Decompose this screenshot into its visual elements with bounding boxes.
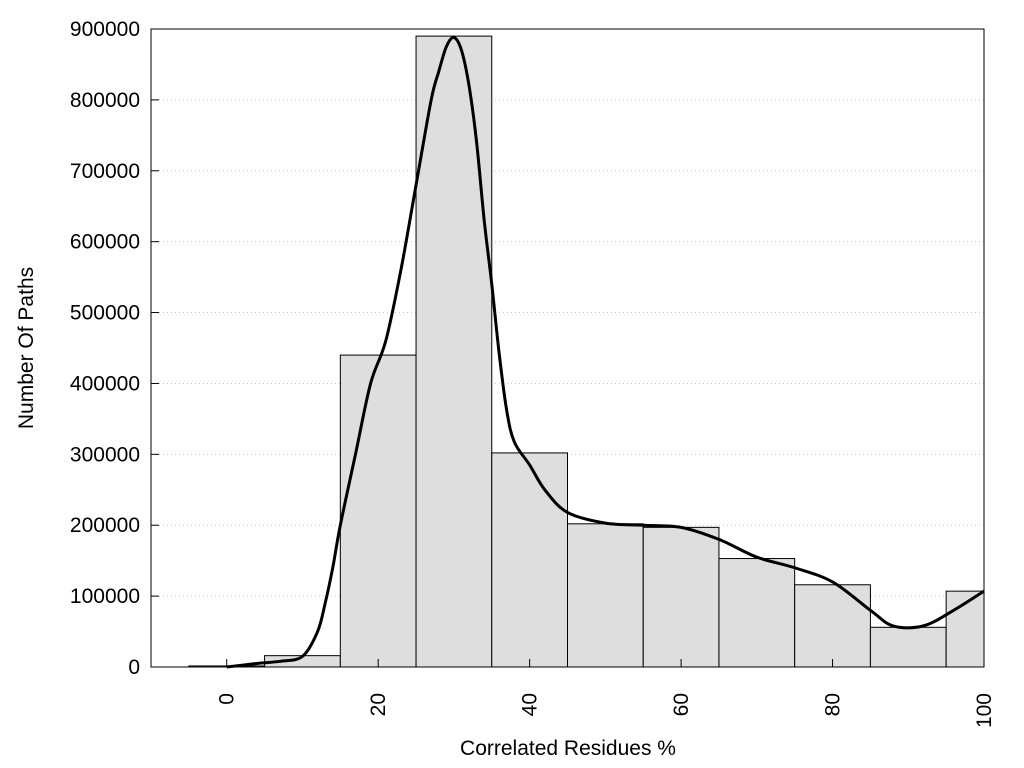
y-tick-label: 200000 (70, 514, 140, 537)
bar (567, 523, 644, 668)
y-tick-label: 300000 (70, 443, 140, 466)
x-tick-label: 40 (519, 693, 542, 716)
x-tick-label: 20 (367, 693, 390, 716)
bar (415, 35, 493, 668)
x-tick-label: 80 (822, 693, 845, 716)
bar (491, 452, 569, 668)
y-tick-label: 700000 (70, 160, 140, 183)
plot-frame (150, 28, 985, 668)
y-tick-label: 500000 (70, 302, 140, 325)
x-axis: 0 20 40 60 80 100 (216, 659, 996, 728)
density-curve (226, 36, 985, 669)
y-tick-label: 900000 (70, 18, 140, 41)
x-axis-title: Correlated Residues % (460, 737, 676, 760)
bar (339, 354, 417, 668)
bar (794, 584, 871, 668)
density-line (226, 36, 985, 669)
y-tick-label: 100000 (70, 585, 140, 608)
histogram-bars (188, 35, 985, 668)
bar (869, 626, 947, 668)
y-axis-title: Number Of Paths (15, 267, 38, 429)
y-tick-label: 400000 (70, 372, 140, 395)
y-tick-label: 0 (128, 656, 140, 679)
y-axis: 0 100000 200000 300000 400000 500000 600000 700… (70, 18, 159, 679)
x-tick-label: 100 (973, 693, 996, 728)
y-tick-label: 800000 (70, 89, 140, 112)
bar (718, 558, 796, 668)
x-tick-label: 60 (670, 693, 693, 716)
bar (642, 526, 720, 668)
x-tick-label: 0 (216, 693, 239, 705)
y-tick-label: 600000 (70, 231, 140, 254)
